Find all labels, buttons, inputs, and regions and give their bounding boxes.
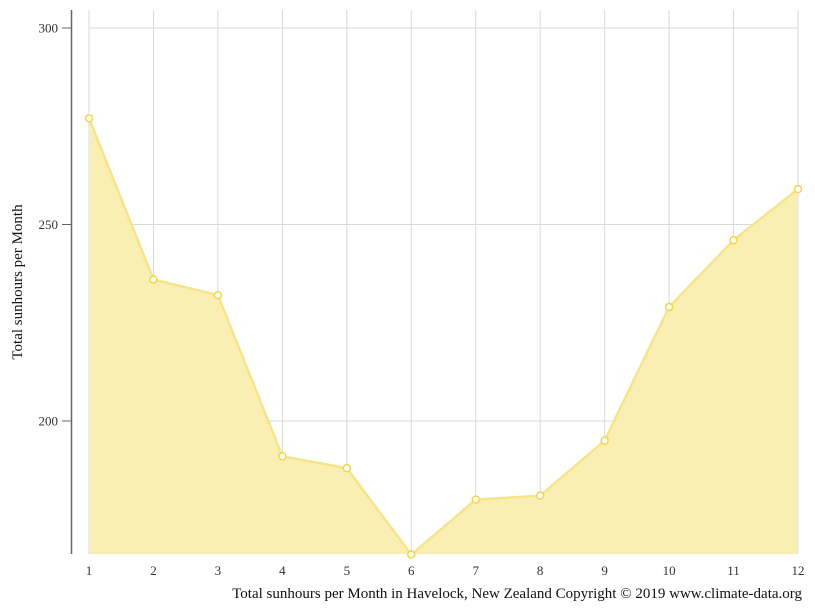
data-point[interactable]	[793, 184, 803, 194]
x-tick-label: 11	[727, 563, 740, 578]
data-point[interactable]	[407, 550, 416, 559]
data-point[interactable]	[600, 436, 609, 445]
x-tick-label: 6	[408, 563, 415, 578]
x-tick-label: 7	[472, 563, 479, 578]
x-tick-label: 9	[601, 563, 608, 578]
y-tick-label: 200	[39, 414, 59, 429]
x-tick-label: 4	[279, 563, 286, 578]
data-point[interactable]	[342, 463, 352, 473]
data-point[interactable]	[664, 302, 674, 312]
y-axis-title: Total sunhours per Month	[10, 204, 26, 360]
data-point[interactable]	[471, 495, 480, 504]
x-tick-label: 5	[344, 563, 351, 578]
data-point[interactable]	[149, 275, 158, 284]
x-tick-label: 12	[792, 563, 805, 578]
x-axis-ticks: 1 2 3 4 5 6 7 8 9 10 11 12	[86, 563, 805, 578]
x-tick-label: 1	[86, 563, 93, 578]
area-fill	[89, 118, 798, 555]
data-point[interactable]	[729, 235, 738, 245]
y-tick-label: 250	[39, 217, 59, 232]
x-tick-label: 8	[537, 563, 544, 578]
data-markers	[84, 114, 803, 559]
x-tick-label: 10	[663, 563, 676, 578]
data-point[interactable]	[84, 114, 94, 123]
data-point[interactable]	[535, 491, 545, 500]
x-tick-label: 3	[215, 563, 222, 578]
data-point[interactable]	[213, 290, 223, 300]
x-axis-title: Total sunhours per Month in Havelock, Ne…	[232, 586, 802, 602]
series-line	[87, 117, 799, 557]
x-tick-label: 2	[150, 563, 157, 578]
data-point[interactable]	[278, 452, 287, 461]
y-axis-ticks: 200 250 300	[39, 21, 71, 429]
y-tick-label: 300	[39, 21, 59, 36]
